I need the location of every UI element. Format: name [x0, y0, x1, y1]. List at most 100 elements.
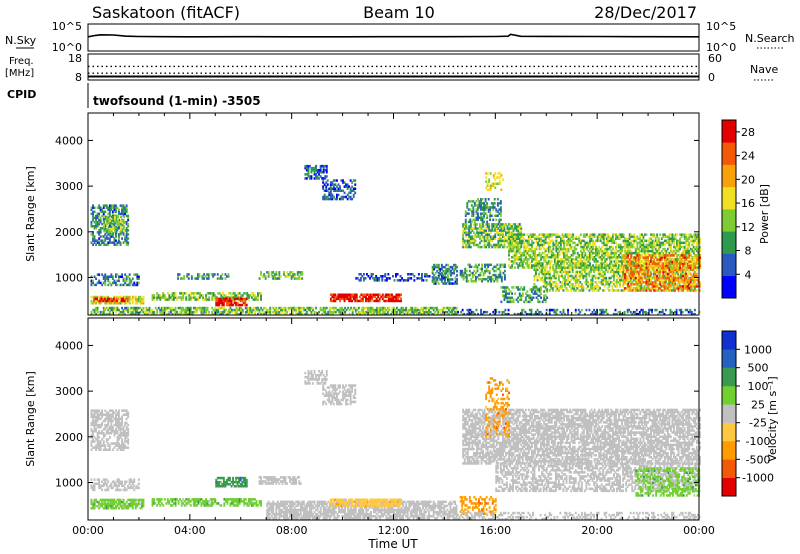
range-cell [289, 312, 291, 316]
range-cell [616, 278, 618, 282]
range-cell [232, 292, 235, 295]
range-cell [651, 262, 654, 265]
range-cell [102, 277, 105, 280]
range-cell [309, 175, 311, 178]
range-cell [315, 177, 317, 180]
range-cell [653, 258, 656, 261]
range-cell [338, 308, 340, 312]
range-cell [136, 310, 139, 314]
range-cell [90, 220, 93, 224]
range-cell [508, 249, 510, 253]
range-cell [590, 247, 593, 251]
range-cell [384, 299, 387, 303]
range-cell [273, 273, 276, 276]
range-cell [473, 218, 476, 222]
range-cell [225, 294, 227, 297]
range-cell [584, 260, 587, 263]
range-cell [663, 274, 666, 278]
range-cell [361, 293, 364, 296]
range-cell [626, 270, 629, 274]
range-cell [310, 169, 313, 172]
range-cell [139, 306, 142, 310]
range-cell [293, 308, 296, 312]
range-cell [637, 247, 640, 251]
range-cell [310, 312, 313, 316]
range-cell [349, 191, 352, 195]
range-cell [305, 310, 308, 314]
range-cell [360, 308, 363, 312]
range-cell [112, 217, 115, 221]
range-cell [616, 258, 619, 261]
range-cell [257, 292, 259, 295]
range-cell [355, 299, 358, 303]
range-cell [699, 245, 701, 249]
range-cell [95, 225, 97, 228]
range-cell [611, 285, 614, 288]
range-cell [354, 293, 357, 296]
range-cell [134, 312, 137, 316]
range-cell [570, 278, 573, 282]
range-cell [672, 285, 675, 288]
range-cell [689, 254, 692, 257]
range-cell [566, 233, 568, 236]
range-cell [433, 282, 436, 285]
range-cell [508, 247, 510, 251]
range-cell [96, 222, 99, 226]
range-cell [213, 273, 216, 276]
range-cell [553, 272, 556, 276]
range-cell [340, 195, 343, 199]
range-cell [242, 297, 245, 301]
range-cell [648, 239, 651, 243]
range-cell [399, 279, 402, 282]
range-cell [576, 243, 579, 247]
range-cell [339, 310, 342, 314]
range-cell [465, 235, 468, 238]
range-cell [327, 310, 330, 314]
range-cell [662, 241, 665, 245]
range-cell [216, 299, 219, 303]
range-cell [380, 295, 383, 299]
range-cell [668, 241, 671, 245]
range-cell [642, 264, 645, 267]
range-cell [107, 230, 110, 233]
range-cell [580, 289, 583, 292]
range-cell [601, 256, 604, 259]
range-cell [622, 256, 625, 259]
range-cell [646, 278, 649, 282]
range-cell [110, 233, 113, 236]
range-cell [599, 233, 602, 236]
range-cell [238, 306, 241, 310]
range-cell [364, 277, 367, 280]
range-cell [602, 262, 605, 265]
range-cell [96, 295, 99, 299]
range-cell [337, 297, 340, 301]
range-cell [556, 266, 559, 270]
range-cell [215, 308, 218, 312]
range-cell [588, 270, 591, 274]
range-cell [535, 241, 538, 245]
range-cell [515, 229, 518, 232]
range-cell [287, 308, 290, 312]
range-cell [673, 237, 675, 240]
range-cell [535, 247, 538, 251]
range-cell [636, 247, 639, 251]
range-cell [264, 277, 267, 280]
range-cell [674, 251, 677, 255]
range-cell [497, 182, 500, 185]
range-cell [654, 287, 657, 290]
range-cell [667, 272, 670, 276]
range-cell [228, 310, 230, 314]
range-cell [426, 312, 429, 316]
range-cell [497, 231, 500, 234]
range-cell [290, 275, 293, 278]
range-cell [98, 241, 101, 244]
range-cell [573, 266, 576, 270]
range-cell [434, 282, 437, 285]
range-cell [503, 227, 506, 230]
range-cell [115, 281, 117, 285]
range-cell [224, 299, 227, 303]
range-cell [124, 273, 127, 276]
range-cell [319, 308, 322, 312]
range-cell [99, 239, 102, 242]
range-cell [107, 277, 110, 280]
